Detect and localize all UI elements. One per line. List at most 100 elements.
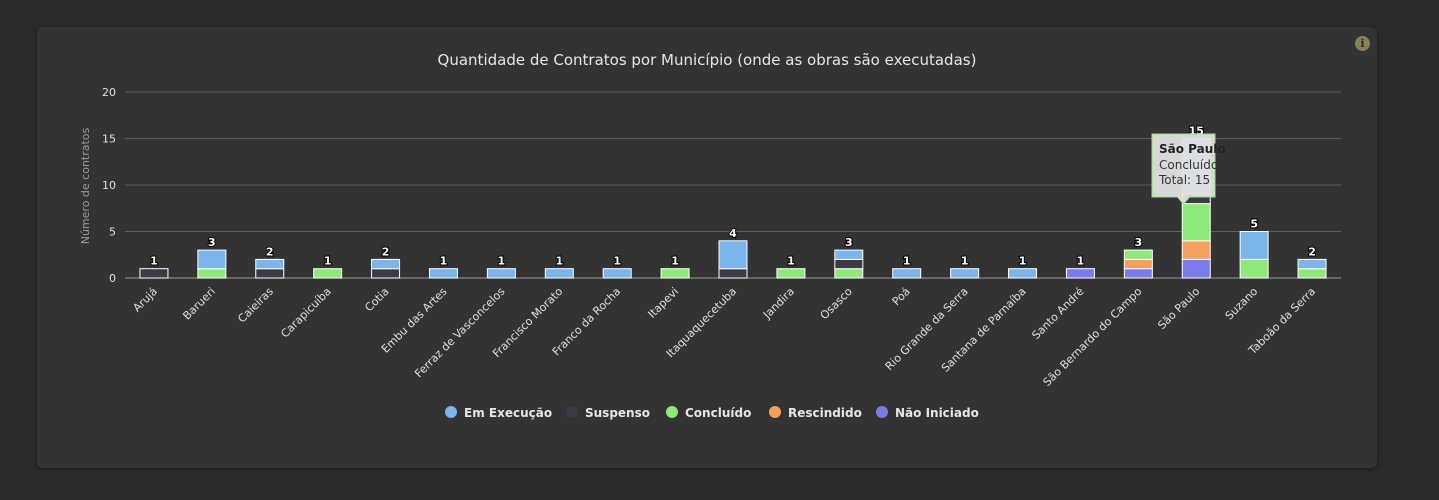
tooltip-title: São Paulo: [1159, 142, 1226, 156]
total-label: 1: [150, 255, 158, 268]
bar-em-execucao[interactable]: [371, 258, 401, 270]
total-label: 1: [903, 255, 911, 268]
bar-em-execucao[interactable]: [892, 268, 922, 279]
tooltip-line: Total: 15: [1158, 173, 1210, 187]
bar-concluido[interactable]: [660, 268, 690, 279]
legend-label: Não Iniciado: [895, 406, 979, 420]
bar-em-execucao[interactable]: [197, 249, 227, 270]
bar-em-execucao[interactable]: [255, 258, 285, 270]
bar-suspenso[interactable]: [834, 258, 864, 270]
x-tick-label: Carapicuíba: [278, 285, 334, 341]
y-tick-label: 20: [102, 86, 116, 99]
total-label: 1: [787, 255, 795, 268]
total-label: 1: [555, 255, 563, 268]
bar-concluido[interactable]: [1239, 258, 1269, 279]
legend-item-suspenso[interactable]: Suspenso: [566, 406, 650, 420]
y-tick-label: 10: [102, 179, 116, 192]
total-label: 1: [1077, 255, 1085, 268]
tooltip-box: [1151, 133, 1216, 205]
x-tick-label: Cotia: [362, 285, 391, 314]
bar-em-execucao[interactable]: [428, 268, 458, 279]
bar-concluido[interactable]: [834, 268, 864, 279]
bar-em-execucao[interactable]: [486, 268, 516, 279]
legend-item-em-execucao[interactable]: Em Execução: [445, 406, 552, 420]
x-tick-label: Santo André: [1029, 285, 1086, 342]
bar-suspenso[interactable]: [718, 268, 748, 279]
total-label: 1: [961, 255, 969, 268]
legend-label: Em Execução: [464, 406, 552, 420]
y-tick-label: 5: [109, 226, 116, 239]
x-tick-label: Itapevi: [645, 285, 681, 321]
bar-concluido[interactable]: [1297, 268, 1327, 279]
chart-card: [37, 27, 1377, 468]
total-label: 3: [1135, 236, 1143, 249]
bar-concluido[interactable]: [1181, 203, 1211, 242]
x-tick-label: São Paulo: [1155, 285, 1202, 332]
bar-nao-iniciado[interactable]: [1123, 268, 1153, 279]
bar-concluido[interactable]: [1123, 249, 1153, 260]
x-tick-label: Jandira: [760, 285, 797, 322]
x-tick-label: São Bernardo do Campo: [1041, 285, 1145, 389]
total-label: 1: [1019, 255, 1027, 268]
total-label: 2: [266, 245, 274, 258]
y-axis-title: Número de contratos: [79, 127, 92, 244]
x-tick-label: Poá: [890, 285, 913, 308]
x-axis-ticks: Arujá Barueri Caieiras Carapicuíba CotiaEmbu…: [130, 285, 1318, 389]
total-label: 5: [1250, 218, 1258, 231]
bar-concluido[interactable]: [197, 268, 227, 279]
info-icon[interactable]: i: [1355, 36, 1370, 51]
bar-nao-iniciado[interactable]: [1181, 258, 1211, 279]
total-label: 1: [671, 255, 679, 268]
x-tick-label: Caieiras: [235, 285, 276, 326]
legend-item-concluido[interactable]: Concluído: [666, 406, 751, 420]
legend: Em Execução Suspenso Concluído Rescindido Nã…: [445, 406, 979, 420]
total-label: 3: [208, 236, 216, 249]
total-label: 1: [324, 255, 332, 268]
legend-marker: [876, 406, 888, 418]
bar-rescindido[interactable]: [1181, 240, 1211, 260]
bar-concluido[interactable]: [313, 268, 343, 279]
legend-label: Concluído: [685, 406, 751, 420]
bar-nao-iniciado[interactable]: [1065, 268, 1095, 279]
bar-suspenso[interactable]: [139, 268, 169, 279]
total-label: 2: [382, 245, 390, 258]
tooltip-line: Concluído: 4: [1159, 158, 1234, 172]
x-tick-label: Arujá: [130, 285, 160, 315]
legend-label: Suspenso: [585, 406, 650, 420]
bar-em-execucao[interactable]: [834, 249, 864, 260]
bar-concluido[interactable]: [776, 268, 806, 279]
total-label: 1: [440, 255, 448, 268]
total-label: 3: [845, 236, 853, 249]
legend-marker: [445, 406, 457, 418]
legend-marker: [769, 406, 781, 418]
total-label: 2: [1308, 245, 1316, 258]
bar-em-execucao[interactable]: [602, 268, 632, 279]
bar-em-execucao[interactable]: [1297, 258, 1327, 270]
total-label: 1: [613, 255, 621, 268]
legend-marker: [566, 406, 578, 418]
bar-em-execucao[interactable]: [950, 268, 980, 279]
bar-em-execucao[interactable]: [544, 268, 574, 279]
chart-title: Quantidade de Contratos por Município (o…: [438, 51, 977, 69]
bar-em-execucao[interactable]: [718, 240, 748, 270]
bar-rescindido[interactable]: [1123, 258, 1153, 270]
x-tick-label: Osasco: [818, 285, 855, 322]
bar-suspenso[interactable]: [255, 268, 285, 279]
legend-label: Rescindido: [788, 406, 862, 420]
bar-em-execucao[interactable]: [1239, 231, 1269, 260]
y-tick-label: 15: [102, 133, 116, 146]
bar-em-execucao[interactable]: [1008, 268, 1038, 279]
bar-suspenso[interactable]: [371, 268, 401, 279]
legend-marker: [666, 406, 678, 418]
y-axis-ticks: 0 5 10 15 20: [102, 86, 116, 285]
legend-item-nao-iniciado[interactable]: Não Iniciado: [876, 406, 979, 420]
total-label: 4: [729, 227, 737, 240]
y-tick-label: 0: [109, 272, 116, 285]
x-tick-label: Suzano: [1223, 285, 1261, 323]
legend-item-rescindido[interactable]: Rescindido: [769, 406, 862, 420]
x-tick-label: Barueri: [180, 285, 218, 323]
total-label: 1: [498, 255, 506, 268]
